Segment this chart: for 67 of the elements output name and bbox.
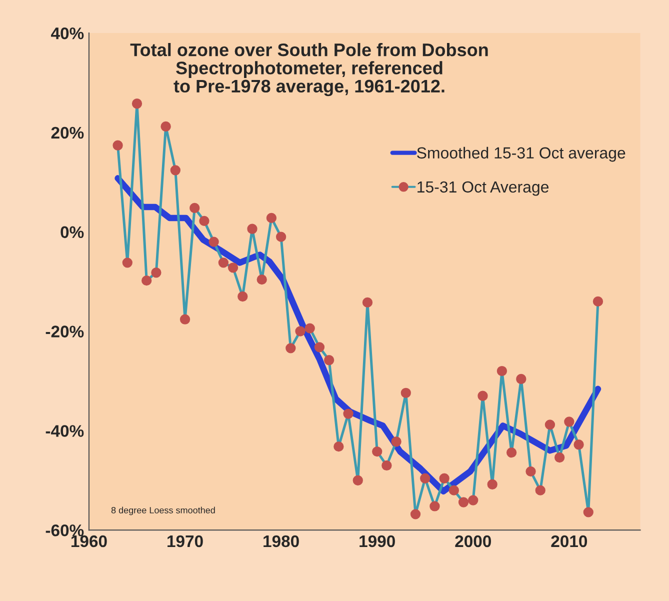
point [496,366,508,376]
point [228,262,238,273]
point [208,236,219,247]
point [238,291,248,302]
point [382,460,392,471]
x-tick-label: 1990 [360,535,395,548]
point [554,452,565,463]
point [160,121,171,132]
point [190,202,200,214]
y-tick-label: -40% [46,425,84,437]
point [142,275,152,286]
point [516,374,526,384]
point [256,274,267,285]
x-tick-label: 2010 [551,535,588,548]
point [400,388,411,398]
point [151,268,162,278]
point [526,466,536,477]
point [132,98,142,109]
point [564,416,574,427]
point [266,212,277,224]
point [410,509,421,520]
point [170,165,180,176]
x-tick-label: 1980 [264,535,299,548]
point [430,501,440,512]
point [304,323,315,334]
point [112,140,123,150]
point [574,440,584,450]
y-tick-label: 0% [60,226,84,238]
point [122,258,132,268]
legend-label: 15-31 Oct Average [418,181,549,196]
point [180,314,190,324]
point [420,473,430,484]
y-tick-label: 20% [51,126,84,139]
y-tick-label: 40% [51,27,84,40]
point [286,343,296,354]
point [487,479,498,490]
point [343,408,354,419]
point [218,258,229,268]
point [324,355,334,366]
point [583,507,594,518]
point [544,420,556,430]
point [506,447,517,458]
point [448,485,460,496]
point [199,216,210,226]
x-tick-label: 1960 [71,535,107,548]
point [352,475,363,486]
point [247,224,258,234]
point [372,446,382,457]
point [439,473,450,484]
point [478,390,488,401]
legend-label: Smoothed 15-31 Oct average [417,146,626,162]
point [535,485,546,496]
x-tick-label: 2000 [455,535,491,548]
point [468,495,478,506]
point [458,497,469,508]
point [391,436,402,447]
x-tick-label: 1970 [168,535,203,548]
text: Total ozone over South Pole from Dobson Spectrophotometer, referenced to Pre-1978 average, 1961-2012. [130,42,488,96]
point [334,441,344,452]
y-tick-label: -60% [46,524,84,536]
y-tick-label: -20% [46,326,84,338]
point [276,232,286,242]
point [362,297,373,308]
annotation: 8 degree Loess smoothed [111,506,215,516]
point [314,342,325,352]
point [295,326,306,336]
point [592,296,604,307]
